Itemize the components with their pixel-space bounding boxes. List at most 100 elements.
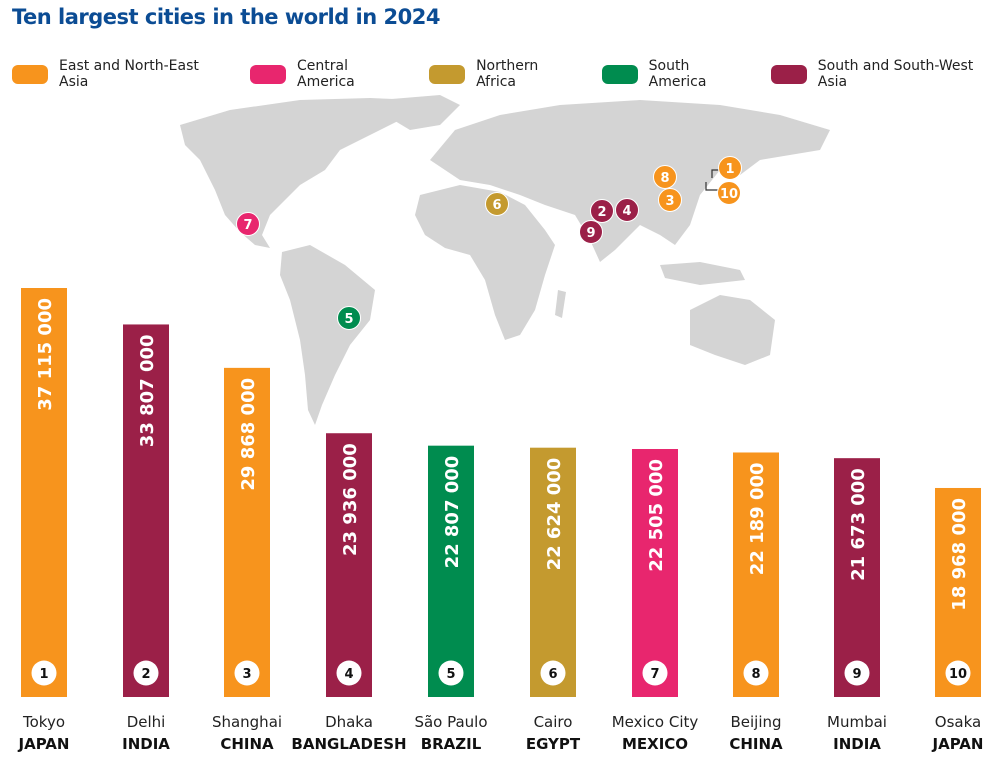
map-australia <box>690 295 775 365</box>
bar-group: 22 624 000 6 Cairo EGYPT <box>526 447 581 753</box>
marker-label: 7 <box>243 218 252 233</box>
bar-group: 37 115 000 1 Tokyo JAPAN <box>18 288 69 753</box>
country-label: EGYPT <box>526 735 581 753</box>
bar <box>21 288 67 697</box>
value-label: 23 936 000 <box>340 443 361 556</box>
map-markers: 1 2 3 4 5 6 7 8 9 10 <box>236 156 742 330</box>
rank-label: 4 <box>344 667 353 682</box>
value-label: 21 673 000 <box>848 468 869 581</box>
country-label: MEXICO <box>622 735 688 753</box>
city-marker: 1 <box>718 156 742 180</box>
value-label: 22 505 000 <box>646 459 667 572</box>
marker-label: 10 <box>720 187 738 202</box>
legend-label: Northern Africa <box>476 58 539 90</box>
bars: 37 115 000 1 Tokyo JAPAN 33 807 000 2 Delhi IND… <box>18 288 984 753</box>
city-marker: 5 <box>337 306 361 330</box>
value-label: 22 807 000 <box>442 456 463 569</box>
marker-label: 1 <box>725 162 734 177</box>
city-label: São Paulo <box>414 713 487 731</box>
map-north-america <box>180 98 420 248</box>
city-marker: 3 <box>658 188 682 212</box>
legend-swatch <box>770 64 807 84</box>
rank-badge <box>133 660 159 686</box>
rank-label: 7 <box>650 667 659 682</box>
marker-dot <box>718 156 742 180</box>
marker-dot <box>485 192 509 216</box>
legend-label: South America <box>648 58 707 90</box>
bar-group: 21 673 000 9 Mumbai INDIA <box>827 458 887 753</box>
bar <box>733 452 779 697</box>
bar <box>632 448 678 697</box>
country-label: CHINA <box>729 735 783 753</box>
city-marker: 8 <box>653 165 677 189</box>
map-madagascar <box>555 290 566 318</box>
bar-group: 22 807 000 5 São Paulo BRAZIL <box>414 445 488 753</box>
city-label: Delhi <box>127 713 166 731</box>
legend-item: East and North-East Asia <box>12 58 228 90</box>
marker-label: 3 <box>665 194 674 209</box>
bar-group: 22 189 000 8 Beijing CHINA <box>729 452 783 753</box>
city-marker: 4 <box>615 198 639 222</box>
marker-dot <box>717 181 741 205</box>
legend-label: South and South-West Asia <box>817 58 974 90</box>
legend-swatch <box>429 64 466 84</box>
marker-label: 8 <box>660 171 669 186</box>
map-europe-asia <box>430 100 830 262</box>
bar-group: 29 868 000 3 Shanghai CHINA <box>212 367 282 753</box>
city-marker: 6 <box>485 192 509 216</box>
marker-dot <box>658 188 682 212</box>
rank-label: 9 <box>852 667 861 682</box>
value-label: 29 868 000 <box>238 378 259 491</box>
bar <box>326 433 372 697</box>
bar-group: 23 936 000 4 Dhaka BANGLADESH <box>291 433 407 753</box>
bar-group: 22 505 000 7 Mexico City MEXICO <box>612 448 699 753</box>
rank-label: 8 <box>751 667 760 682</box>
map-indonesia <box>660 262 745 285</box>
country-label: JAPAN <box>932 735 984 753</box>
bar <box>834 458 880 697</box>
world-map <box>180 95 830 425</box>
rank-badge <box>31 660 57 686</box>
map-greenland <box>380 95 460 130</box>
marker-label: 5 <box>344 312 353 327</box>
legend-item: South America <box>601 58 749 90</box>
legend-item: South and South-West Asia <box>770 58 1002 90</box>
city-marker: 7 <box>236 212 260 236</box>
city-label: Cairo <box>534 713 573 731</box>
marker-label: 4 <box>622 204 631 219</box>
country-label: INDIA <box>833 735 881 753</box>
bar <box>428 445 474 697</box>
city-label: Mumbai <box>827 713 887 731</box>
map-south-america <box>280 245 375 425</box>
bar <box>123 324 169 697</box>
rank-badge <box>540 660 566 686</box>
city-label: Mexico City <box>612 713 699 731</box>
country-label: BRAZIL <box>421 735 482 753</box>
marker-label: 2 <box>597 205 606 220</box>
rank-badge <box>642 660 668 686</box>
value-label: 18 968 000 <box>949 498 970 611</box>
rank-label: 6 <box>548 667 557 682</box>
japan-callout <box>705 169 719 191</box>
marker-dot <box>615 198 639 222</box>
marker-label: 6 <box>492 198 501 213</box>
legend-item: Northern Africa <box>429 58 580 90</box>
value-label: 22 189 000 <box>747 462 768 575</box>
bar <box>530 447 576 697</box>
legend-item: Central America <box>250 58 407 90</box>
legend-swatch <box>12 64 49 84</box>
city-label: Shanghai <box>212 713 282 731</box>
rank-badge <box>234 660 260 686</box>
marker-dot <box>590 199 614 223</box>
bar-group: 33 807 000 2 Delhi INDIA <box>122 324 170 753</box>
country-label: CHINA <box>220 735 274 753</box>
bar <box>224 367 270 697</box>
value-label: 37 115 000 <box>35 298 56 411</box>
rank-label: 1 <box>39 667 48 682</box>
city-marker: 10 <box>717 181 741 205</box>
rank-label: 5 <box>446 667 455 682</box>
rank-label: 3 <box>242 667 251 682</box>
map-africa <box>415 185 555 340</box>
chart-title: Ten largest cities in the world in 2024 <box>12 5 440 29</box>
